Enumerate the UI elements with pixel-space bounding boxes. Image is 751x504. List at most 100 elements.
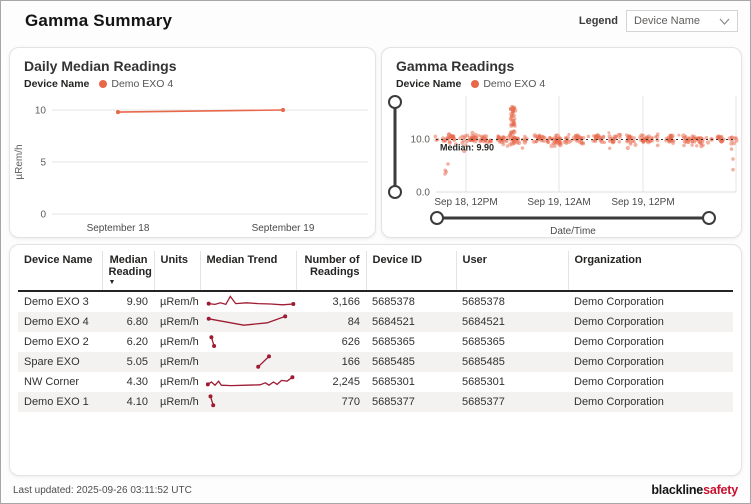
median-trend-sparkline <box>200 291 296 312</box>
column-header-units[interactable]: Units <box>153 251 200 291</box>
sparkline-endpoint <box>290 375 295 380</box>
brand-part-red: safety <box>703 483 738 497</box>
number-of-readings-cell: 2,245 <box>332 376 360 388</box>
column-header-device-name[interactable]: Device Name <box>18 251 102 291</box>
gamma-chart-title: Gamma Readings <box>395 58 515 74</box>
organization-cell: Demo Corporation <box>574 336 664 348</box>
sparkline-endpoint <box>212 344 217 348</box>
device-id-cell: 5685378 <box>372 296 415 308</box>
column-header-number-of-readings[interactable]: Number of Readings <box>295 251 366 291</box>
legend-title: Device Name <box>395 77 462 90</box>
y-tick-label: 0.0 <box>416 188 430 199</box>
legend-item-demo-exo-4[interactable]: Demo EXO 4 <box>89 78 173 90</box>
vertical-range-slider-handle-top[interactable] <box>387 95 402 109</box>
user-cell: 5685377 <box>462 396 505 408</box>
series-color-dot <box>99 79 108 88</box>
device-summary-table: Device Name Median Reading ▼ Units Median Tr… <box>18 251 733 412</box>
median-reading-cell: 5.05 <box>126 356 148 368</box>
device-name-cell: Spare EXO <box>24 356 80 368</box>
page-title: Gamma Summary <box>25 11 173 30</box>
table-row[interactable]: NW Corner 4.30 µRem/h 2,245 5685301 5685301 De… <box>18 372 733 392</box>
horizontal-range-slider-handle-left[interactable] <box>429 211 444 225</box>
column-header-device-id[interactable]: Device ID <box>365 251 456 291</box>
y-tick-label: 10.0 <box>411 135 431 146</box>
median-reading-cell: 9.90 <box>126 296 148 308</box>
units-cell: µRem/h <box>160 296 199 308</box>
number-of-readings-cell: 166 <box>341 356 360 368</box>
device-id-cell: 5685301 <box>372 376 415 388</box>
column-header-label: Units <box>160 254 189 266</box>
median-reading-cell: 6.20 <box>126 336 148 348</box>
organization-cell: Demo Corporation <box>574 296 664 308</box>
x-tick-label: September 18 <box>87 223 150 234</box>
x-tick-label: September 19 <box>252 223 315 234</box>
legend-dropdown[interactable]: Device Name <box>626 10 738 32</box>
series-line <box>117 109 284 113</box>
number-of-readings-cell: 84 <box>347 316 360 328</box>
table-row[interactable]: Spare EXO 5.05 µRem/h 166 5685485 5685485 Demo… <box>18 352 733 372</box>
top-bar: Gamma Summary Legend Device Name <box>1 1 750 41</box>
device-name-cell: Demo EXO 1 <box>24 396 89 408</box>
y-tick-label: 10 <box>35 106 47 117</box>
organization-cell: Demo Corporation <box>574 396 664 408</box>
series-name: Demo EXO 4 <box>111 77 174 90</box>
number-of-readings-cell: 626 <box>341 336 360 348</box>
column-header-organization[interactable]: Organization <box>567 251 733 291</box>
organization-cell: Demo Corporation <box>574 316 664 328</box>
device-id-cell: 5685485 <box>372 356 415 368</box>
sparkline-svg <box>206 375 295 387</box>
table-row[interactable]: Demo EXO 1 4.10 µRem/h 770 5685377 5685377 Dem… <box>18 392 733 412</box>
legend-control: Legend Device Name <box>579 10 738 32</box>
legend-item-demo-exo-4[interactable]: Demo EXO 4 <box>461 78 545 90</box>
column-header-label: Number of Readings <box>304 254 360 278</box>
column-header-label: Device ID <box>372 254 423 266</box>
legend-label: Legend <box>578 15 618 27</box>
data-point <box>115 109 121 115</box>
table-header: Device Name Median Reading ▼ Units Median Tr… <box>18 251 733 291</box>
sparkline-svg <box>208 394 216 408</box>
y-tick-label: 0 <box>40 210 46 221</box>
horizontal-range-slider-handle-right[interactable] <box>701 211 716 225</box>
gamma-chart-legend: Device Name Demo EXO 4 <box>396 76 741 91</box>
column-header-median-reading[interactable]: Median Reading ▼ <box>101 251 154 291</box>
device-name-cell: Demo EXO 4 <box>24 316 89 328</box>
charts-row: Daily Median Readings Device Name Demo E… <box>1 41 750 238</box>
sort-descending-icon: ▼ <box>108 279 116 286</box>
device-id-cell: 5684521 <box>372 316 415 328</box>
sparkline-endpoint <box>211 403 216 408</box>
last-updated-text: Last updated: 2025-09-26 03:11:52 UTC <box>13 484 192 496</box>
device-name-cell: Demo EXO 3 <box>24 296 89 308</box>
column-header-user[interactable]: User <box>455 251 568 291</box>
user-cell: 5685301 <box>462 376 505 388</box>
brand-part-black: blackline <box>651 483 704 497</box>
sparkline-endpoint <box>206 301 211 306</box>
table-row[interactable]: Demo EXO 3 9.90 µRem/h 3,166 5685378 5685378 D… <box>18 291 733 312</box>
x-tick-label: Sep 19, 12AM <box>527 197 590 208</box>
device-name-cell: Demo EXO 2 <box>24 336 89 348</box>
column-header-median-trend[interactable]: Median Trend <box>199 251 296 291</box>
device-id-cell: 5685377 <box>372 396 415 408</box>
sparkline-endpoint <box>208 394 213 399</box>
sparkline-svg <box>256 354 271 369</box>
sparkline-endpoint <box>256 364 261 369</box>
sparkline-svg <box>209 335 217 348</box>
sparkline-path <box>207 376 293 387</box>
y-axis-title: µRem/h <box>14 144 25 179</box>
vertical-range-slider-handle-bottom[interactable] <box>387 185 402 199</box>
sparkline-svg <box>206 314 288 326</box>
column-header-label: Organization <box>574 254 642 266</box>
legend-dropdown-value: Device Name <box>634 15 701 27</box>
table-row[interactable]: Demo EXO 4 6.80 µRem/h 84 5684521 5684521 Demo… <box>18 312 733 332</box>
y-tick-label: 5 <box>40 158 46 169</box>
device-id-cell: 5685365 <box>372 336 415 348</box>
median-trend-sparkline <box>200 372 296 392</box>
column-header-label: User <box>462 254 487 266</box>
units-cell: µRem/h <box>160 356 199 368</box>
daily-chart-svg: 0 5 10 µRem/h September 18 September 19 <box>14 106 368 234</box>
table-row[interactable]: Demo EXO 2 6.20 µRem/h 626 5685365 5685365 Dem… <box>18 332 733 352</box>
median-trend-sparkline <box>200 312 296 332</box>
median-reading-cell: 6.80 <box>126 316 148 328</box>
sparkline-endpoint <box>291 302 296 306</box>
column-header-label: Device Name <box>24 254 93 266</box>
chevron-down-icon <box>719 18 730 25</box>
